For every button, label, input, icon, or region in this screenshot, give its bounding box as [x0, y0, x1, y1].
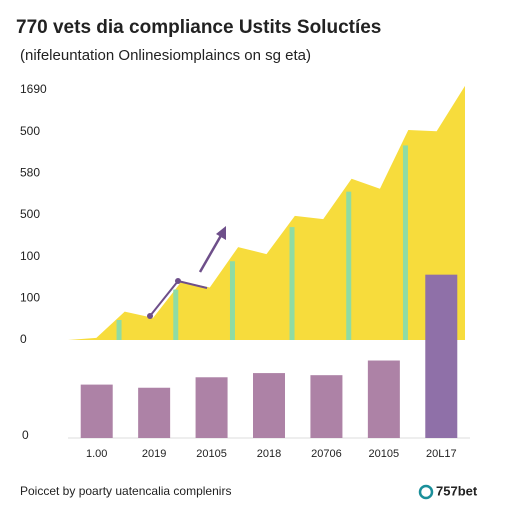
bar: [173, 289, 179, 340]
y-tick-label: 580: [20, 166, 40, 180]
y-tick-label: 100: [20, 249, 40, 263]
logo-text: 757bet: [436, 483, 478, 498]
bar: [346, 191, 352, 340]
chart-title: 770 vets dia compliance Ustits Soluctíes: [16, 17, 381, 38]
area: [68, 85, 465, 340]
trend-arrow: [198, 231, 225, 273]
y-tick-label: 500: [20, 124, 40, 138]
x-tick-label: 2019: [142, 448, 166, 460]
y-tick-label: 0: [20, 332, 27, 346]
bar: [138, 387, 171, 438]
x-tick-label: 1.00: [86, 448, 107, 460]
bar: [425, 274, 458, 438]
y-tick-label: 0: [22, 428, 29, 442]
bar: [116, 320, 122, 340]
bar: [195, 377, 228, 438]
logo-icon: [418, 484, 434, 500]
footer-note: Poiccet by poarty uatencalia complenirs: [20, 484, 231, 498]
chart-subtitle: (nifeleuntation Onlinesiomplaincs on sg …: [20, 47, 311, 64]
bar: [80, 384, 113, 438]
trend-dot: [175, 278, 181, 284]
y-tick-label: 500: [20, 207, 40, 221]
bar: [367, 360, 400, 438]
bar: [253, 373, 285, 438]
trend-dot: [147, 313, 153, 319]
x-tick-label: 2018: [257, 448, 281, 460]
bar: [310, 375, 343, 438]
bar: [402, 145, 408, 340]
x-tick-label: 20L17: [426, 448, 457, 460]
bar: [289, 227, 295, 340]
y-tick-label: 1690: [20, 82, 47, 96]
x-tick-label: 20706: [311, 448, 342, 460]
x-tick-label: 20105: [369, 448, 400, 460]
arrow-head: [216, 226, 226, 240]
y-tick-label: 100: [20, 291, 40, 305]
bar: [229, 261, 235, 340]
x-tick-label: 20105: [196, 448, 227, 460]
